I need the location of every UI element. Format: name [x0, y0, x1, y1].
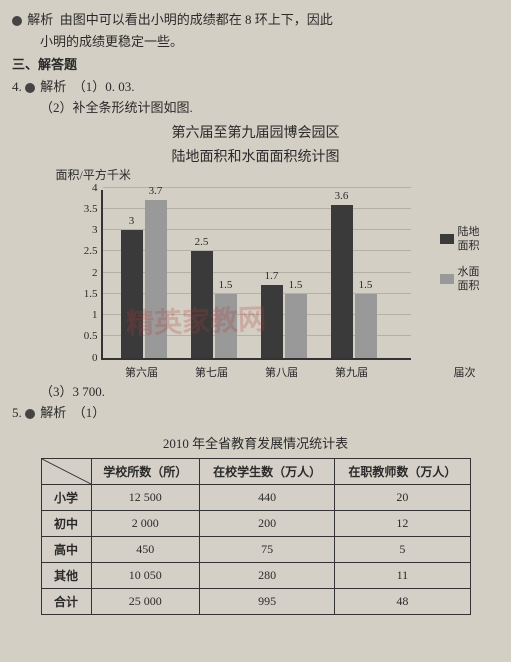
top-analysis-line2: 小明的成绩更稳定一些。 [12, 32, 499, 52]
y-tick: 2 [68, 267, 98, 279]
q5-line1: 5. 解析 （1） [12, 403, 499, 423]
table-cell: 440 [199, 484, 334, 510]
x-category-label: 第九届 [317, 364, 387, 380]
table-cell: 10 050 [91, 562, 199, 588]
q4-number: 4. [12, 79, 22, 94]
legend-item: 水面面积 [440, 265, 486, 294]
table-cell: 280 [199, 562, 334, 588]
table-row: 高中450755 [41, 536, 470, 562]
bar-value-label: 3.7 [145, 185, 167, 197]
legend-swatch [440, 274, 454, 284]
table-column-header: 在职教师数（万人） [335, 458, 470, 484]
table-row-header: 小学 [41, 484, 91, 510]
y-tick: 4 [68, 182, 98, 194]
y-tick: 3.5 [68, 203, 98, 215]
table-row: 合计25 00099548 [41, 588, 470, 614]
table-cell: 20 [335, 484, 470, 510]
chart-legend: 陆地面积水面面积 [440, 225, 486, 306]
bullet-icon [25, 409, 35, 419]
table-cell: 995 [199, 588, 334, 614]
table-cell: 5 [335, 536, 470, 562]
legend-swatch [440, 234, 454, 244]
table-row-header: 高中 [41, 536, 91, 562]
table-row-header: 其他 [41, 562, 91, 588]
bar: 3.6 [331, 205, 353, 358]
y-tick: 1 [68, 309, 98, 321]
bar: 1.5 [215, 294, 237, 358]
bar-value-label: 3 [121, 215, 143, 227]
table-row-header: 合计 [41, 588, 91, 614]
y-tick: 2.5 [68, 245, 98, 257]
x-category-label: 第七届 [177, 364, 247, 380]
table-column-header: 学校所数（所） [91, 458, 199, 484]
table-cell: 25 000 [91, 588, 199, 614]
q4-part1: （1）0. 03. [73, 79, 135, 94]
analysis-label: 解析 [27, 12, 53, 27]
bullet-icon [12, 16, 22, 26]
table-cell: 200 [199, 510, 334, 536]
top-analysis-line1: 解析 由图中可以看出小明的成绩都在 8 环上下，因此 [12, 10, 499, 30]
section-3-heading: 三、解答题 [12, 55, 499, 75]
analysis-label: 解析 [40, 405, 66, 420]
y-tick: 0.5 [68, 330, 98, 342]
bar-value-label: 1.5 [355, 279, 377, 291]
y-tick: 3 [68, 224, 98, 236]
table-header-row: 学校所数（所）在校学生数（万人）在职教师数（万人） [41, 458, 470, 484]
table-row: 初中2 00020012 [41, 510, 470, 536]
legend-label: 陆地面积 [458, 225, 486, 254]
table-corner-cell [41, 458, 91, 484]
bar: 3 [121, 230, 143, 358]
legend-item: 陆地面积 [440, 225, 486, 254]
table-column-header: 在校学生数（万人） [199, 458, 334, 484]
top-text1: 由图中可以看出小明的成绩都在 8 环上下，因此 [60, 12, 333, 27]
bullet-icon [25, 83, 35, 93]
bar: 1.5 [355, 294, 377, 358]
bar-value-label: 1.7 [261, 270, 283, 282]
table-cell: 12 500 [91, 484, 199, 510]
table-row: 其他10 05028011 [41, 562, 470, 588]
q4-line1: 4. 解析 （1）0. 03. [12, 77, 499, 97]
bar: 1.7 [261, 285, 283, 357]
q5-number: 5. [12, 405, 22, 420]
q5-part1: （1） [73, 405, 106, 420]
table-row: 小学12 50044020 [41, 484, 470, 510]
bar-value-label: 2.5 [191, 236, 213, 248]
table-row-header: 初中 [41, 510, 91, 536]
chart-axis: 00.511.522.533.5433.72.51.51.71.53.61.5 [101, 190, 411, 360]
y-axis-label: 面积/平方千米 [56, 166, 131, 183]
y-tick: 0 [68, 352, 98, 364]
bar-value-label: 1.5 [285, 279, 307, 291]
chart-title-l1: 第六届至第九届园博会园区 [12, 122, 499, 142]
legend-label: 水面面积 [458, 265, 486, 294]
bar-chart: 面积/平方千米 00.511.522.533.5433.72.51.51.71.… [46, 170, 466, 380]
table-cell: 48 [335, 588, 470, 614]
x-axis-title: 届次 [454, 364, 476, 380]
bar: 2.5 [191, 251, 213, 357]
bar-value-label: 1.5 [215, 279, 237, 291]
bar-value-label: 3.6 [331, 190, 353, 202]
bar: 3.7 [145, 200, 167, 357]
table-cell: 450 [91, 536, 199, 562]
table-cell: 2 000 [91, 510, 199, 536]
x-category-label: 第六届 [107, 364, 177, 380]
q4-part2: （2）补全条形统计图如图. [12, 98, 499, 118]
bar: 1.5 [285, 294, 307, 358]
x-category-label: 第八届 [247, 364, 317, 380]
analysis-label: 解析 [40, 79, 66, 94]
table-cell: 12 [335, 510, 470, 536]
chart-title-l2: 陆地面积和水面面积统计图 [12, 146, 499, 166]
table-title: 2010 年全省教育发展情况统计表 [12, 433, 499, 452]
q4-part3: （3）3 700. [12, 382, 499, 402]
stats-table: 学校所数（所）在校学生数（万人）在职教师数（万人）小学12 50044020初中… [41, 458, 471, 615]
y-tick: 1.5 [68, 288, 98, 300]
table-cell: 75 [199, 536, 334, 562]
table-cell: 11 [335, 562, 470, 588]
